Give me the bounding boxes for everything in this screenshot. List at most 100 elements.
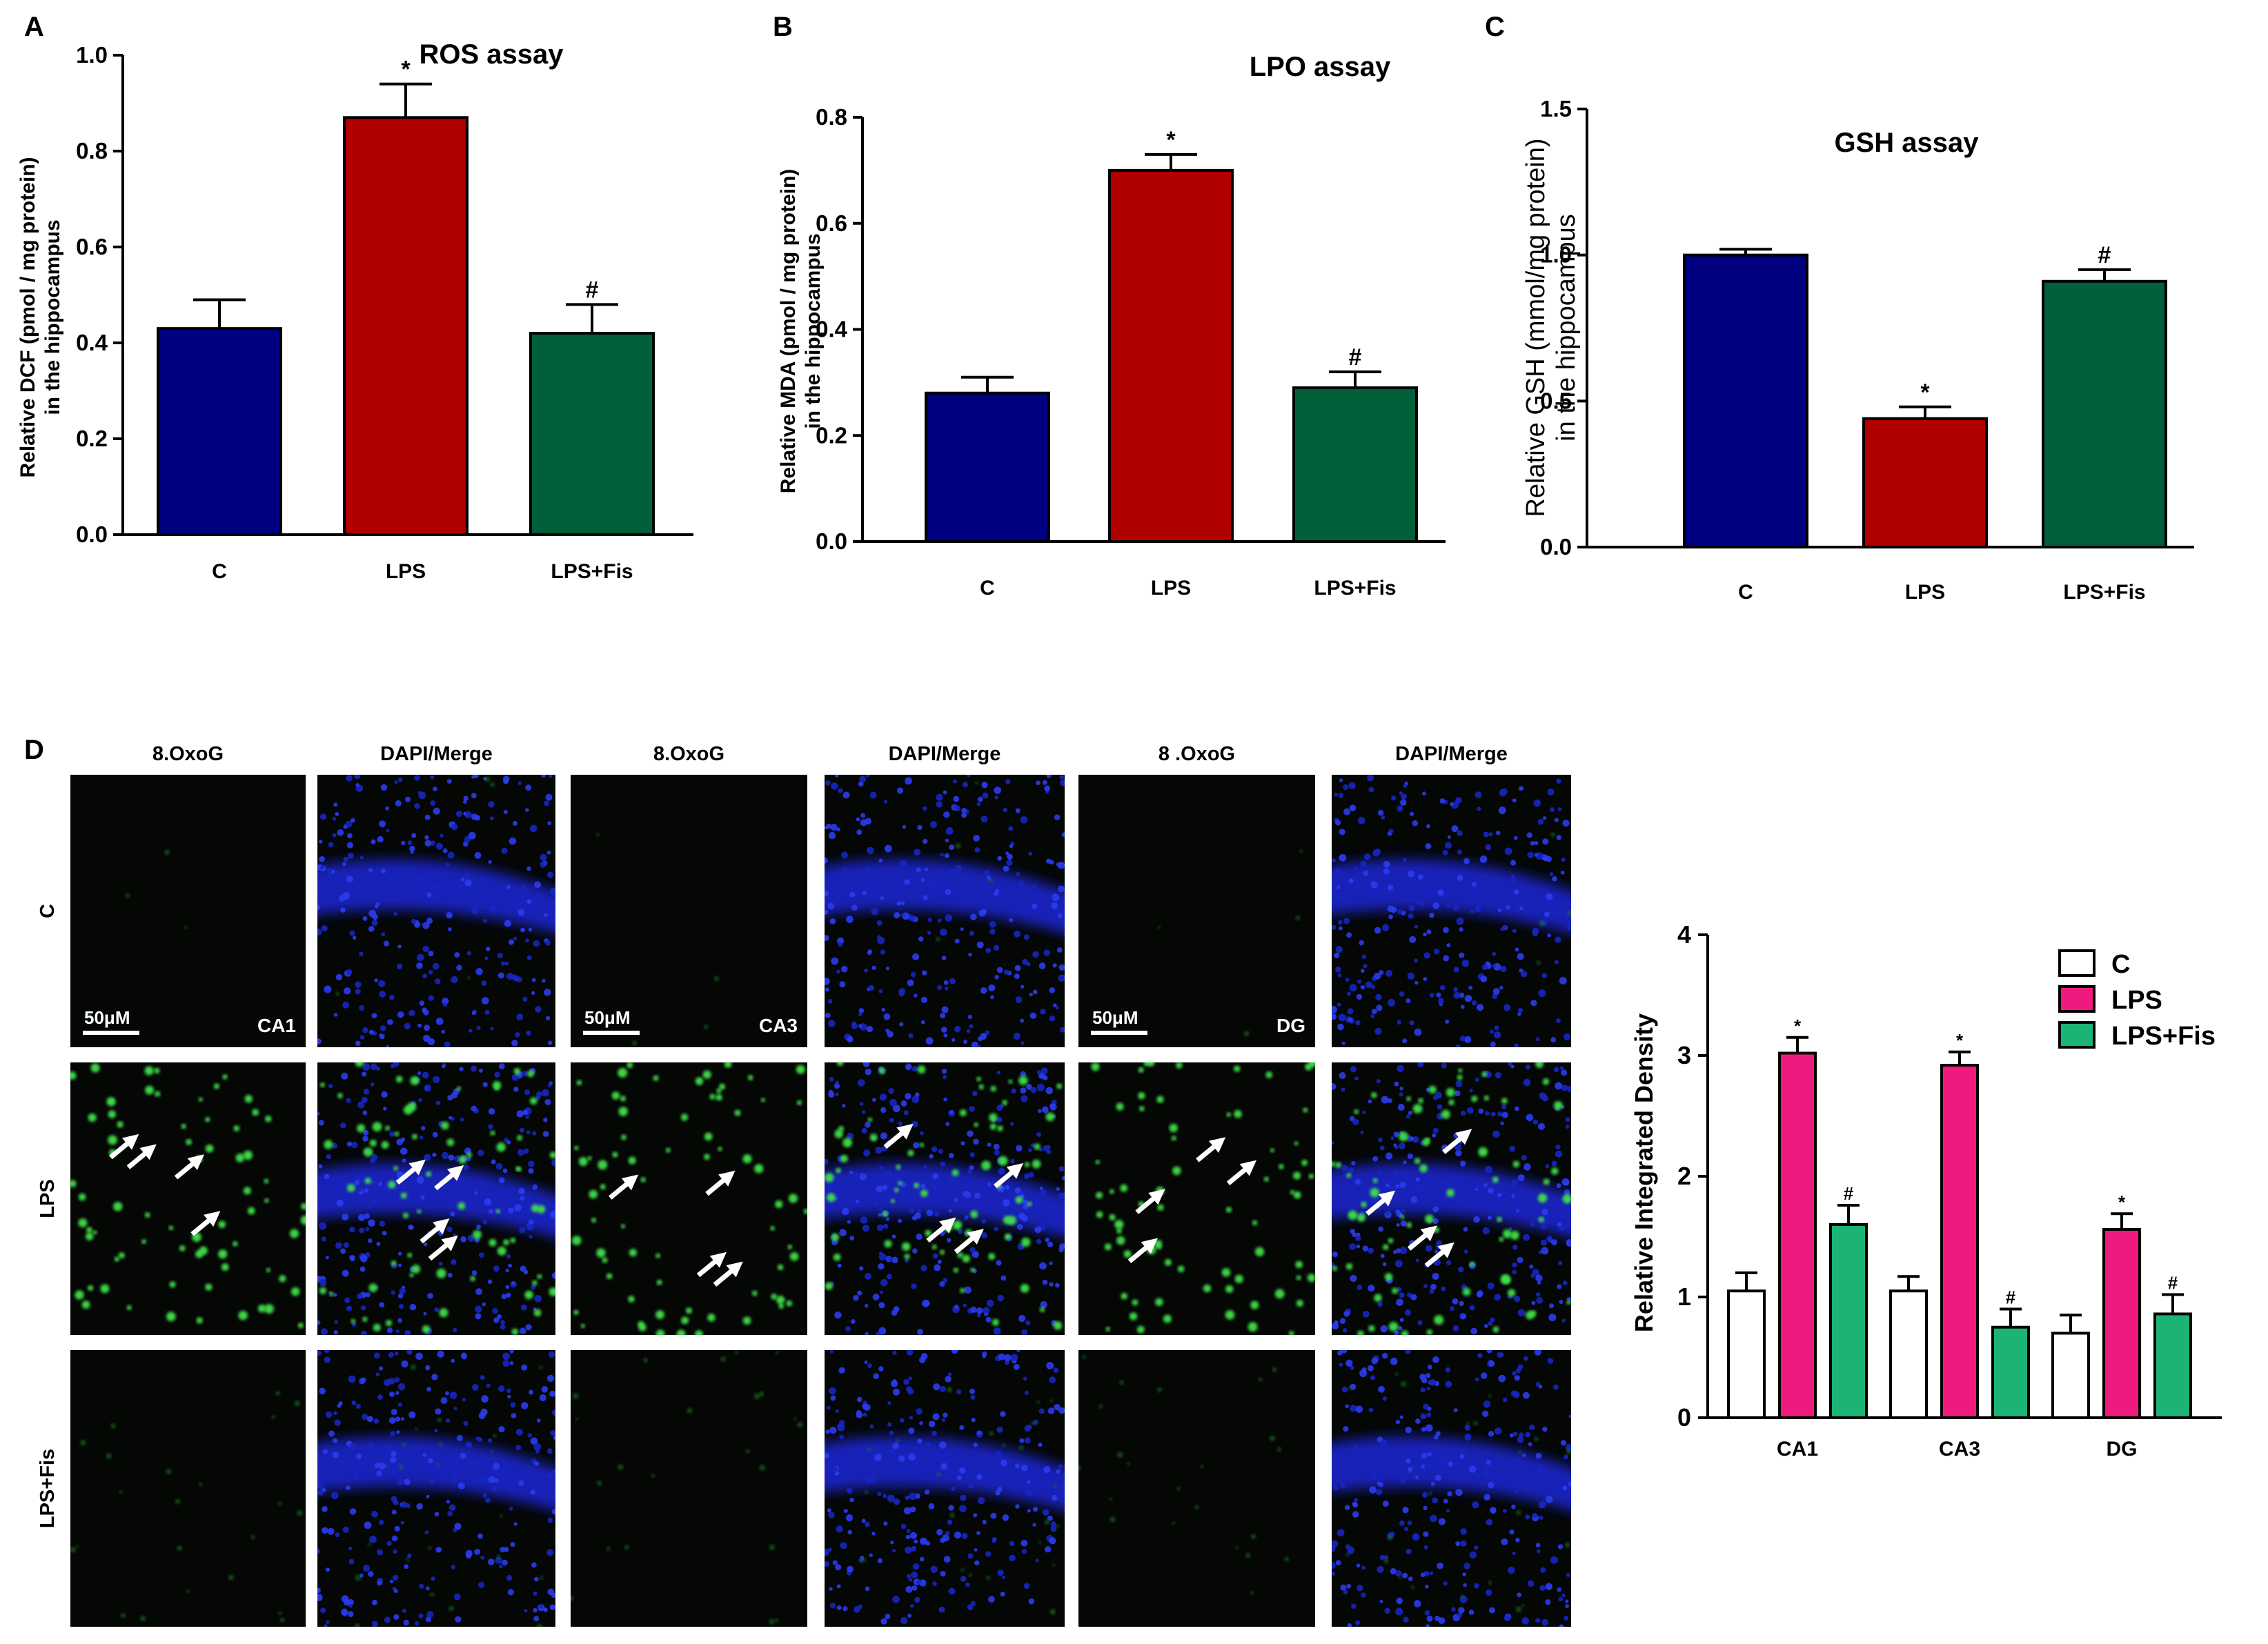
arrow-icon: [109, 1133, 139, 1160]
bar-ca3-c: [1889, 1289, 1928, 1419]
legend-label: C: [2111, 950, 2130, 979]
y-tick-label: 2: [1677, 1162, 1691, 1190]
arrow-icon: [1196, 1137, 1226, 1162]
bar-lps: [1862, 417, 1988, 548]
scale-bar-label: 50μM: [1092, 1007, 1138, 1028]
arrow-icon: [1407, 1225, 1437, 1251]
significance-marker: #: [1349, 344, 1362, 370]
y-tick-label: 0.0: [76, 522, 108, 547]
micrograph-lps-col-2: [317, 1062, 555, 1335]
panel-letter-c: C: [1485, 12, 1505, 42]
significance-marker: #: [2006, 1287, 2016, 1308]
arrow-icon: [420, 1218, 450, 1244]
micrograph-lps-col-4: [825, 1062, 1065, 1335]
bar-dg-lps-fis: [2153, 1312, 2192, 1419]
y-tick-label: 0.0: [1540, 534, 1572, 559]
micrograph-lps-fis-col-1: [70, 1350, 306, 1627]
chart-c-y-axis-label: Relative GSH (mmol/mg protein) in the hi…: [1521, 138, 1581, 517]
micrograph-column-label: DAPI/Merge: [889, 743, 1001, 765]
scale-bar: [1091, 1031, 1147, 1035]
bar-lps: [343, 116, 469, 537]
arrow-icon: [1135, 1189, 1165, 1214]
y-tick-label: 0.2: [76, 426, 108, 451]
category-label: C: [980, 577, 995, 600]
micrograph-column-label: DAPI/Merge: [380, 743, 493, 765]
scale-bar: [83, 1031, 139, 1035]
micrograph-c-col-6: [1332, 775, 1571, 1047]
category-label: LPS+Fis: [551, 560, 633, 583]
chart-d-legend: C LPS LPS+Fis: [2058, 949, 2216, 1051]
chart-c-title: GSH assay: [1834, 128, 1979, 158]
chart-b-y-axis-label: Relative MDA (pmol / mg protein) in the …: [777, 169, 825, 494]
bar-dg-c: [2051, 1331, 2090, 1419]
micrograph-c-col-2: [317, 775, 555, 1047]
chart-a-title: ROS assay: [419, 39, 564, 70]
legend-swatch: [2058, 1021, 2096, 1049]
chart-a-y-label-line-1: Relative DCF (pmol / mg protein): [17, 157, 39, 477]
chart-a-ros-assay: ROS assay Relative DCF (pmol / mg protei…: [17, 39, 693, 583]
micrograph-lps-col-1: [70, 1062, 306, 1335]
y-tick-label: 0.6: [816, 210, 847, 236]
arrow-icon: [954, 1229, 984, 1254]
micrograph-column-label: 8 .OxoG: [1158, 743, 1235, 765]
legend-label: LPS: [2111, 986, 2162, 1015]
chart-c-y-label-line-1: Relative GSH (mmol/mg protein): [1521, 138, 1550, 517]
y-tick-label: 0.5: [1540, 388, 1572, 413]
category-label: CA3: [1939, 1438, 1980, 1460]
chart-a-y-axis-label: Relative DCF (pmol / mg protein) in the …: [17, 157, 64, 477]
arrow-icon: [428, 1235, 458, 1261]
significance-marker: *: [401, 57, 411, 83]
region-label: DG: [1276, 1015, 1305, 1036]
micrograph-lps-col-6: [1332, 1062, 1571, 1335]
panel-letter-d: D: [24, 735, 44, 765]
chart-b-title: LPO assay: [1250, 52, 1391, 82]
bar-lps-fis: [2042, 279, 2167, 548]
arrow-icon: [608, 1174, 639, 1200]
bar-c: [1683, 253, 1808, 548]
panel-letter-b: B: [773, 12, 793, 42]
bar-c: [157, 327, 282, 536]
micrograph-lps-fis-col-3: [571, 1350, 807, 1627]
scale-bar-label: 50μM: [584, 1007, 631, 1028]
region-label: CA1: [257, 1015, 296, 1036]
micrograph-row-label: LPS+Fis: [37, 1449, 59, 1528]
micrograph-row-label: LPS: [37, 1179, 59, 1218]
y-tick-label: 0.0: [816, 528, 847, 554]
significance-marker: *: [1956, 1030, 1964, 1051]
y-tick-label: 0.8: [816, 104, 847, 130]
significance-marker: #: [1844, 1183, 1854, 1204]
region-label: CA3: [759, 1015, 798, 1036]
arrow-icon: [883, 1123, 914, 1149]
micrograph-lps-fis-col-6: [1332, 1350, 1571, 1627]
micrograph-grid: 8.OxoG DAPI/Merge 8.OxoG DAPI/Merge 8 .OxoG D…: [37, 743, 1571, 1627]
category-label: C: [212, 560, 227, 583]
arrow-icon: [1127, 1238, 1158, 1264]
micrograph-c-col-4: [825, 775, 1065, 1047]
y-tick-label: 0.6: [76, 234, 108, 259]
chart-b-y-label-line-1: Relative MDA (pmol / mg protein): [777, 169, 800, 494]
category-label: LPS: [1151, 577, 1191, 600]
chart-d-y-axis-label: Relative Integrated Density: [1630, 1013, 1658, 1332]
arrow-icon: [126, 1144, 157, 1169]
micrograph-row-label: C: [37, 904, 59, 918]
arrow-icon: [190, 1211, 221, 1236]
category-label: LPS+Fis: [2063, 581, 2145, 604]
micrograph-c-col-1: 50μM CA1: [70, 775, 306, 1047]
significance-marker: *: [2118, 1191, 2126, 1212]
legend-swatch: [2058, 949, 2096, 977]
significance-marker: #: [586, 277, 599, 303]
bar-ca1-lps: [1778, 1051, 1817, 1419]
chart-d-integrated-density: Relative Integrated Density 0 1 2 3 4 * # CA1 * #…: [1630, 920, 2222, 1460]
bar-lps: [1108, 168, 1234, 543]
y-tick-label: 1: [1677, 1282, 1691, 1311]
micrograph-column-label: 8.OxoG: [653, 743, 724, 765]
arrow-icon: [705, 1170, 736, 1196]
arrow-icon: [174, 1154, 204, 1180]
category-label: CA1: [1777, 1438, 1818, 1460]
micrograph-column-label: 8.OxoG: [152, 743, 224, 765]
significance-marker: *: [1794, 1016, 1802, 1036]
y-tick-label: 0.8: [76, 138, 108, 164]
chart-c-y-label-line-2: in the hippocampus: [1552, 214, 1581, 442]
bar-dg-lps: [2102, 1228, 2141, 1419]
micrograph-c-col-5: 50μM DG: [1078, 775, 1315, 1047]
